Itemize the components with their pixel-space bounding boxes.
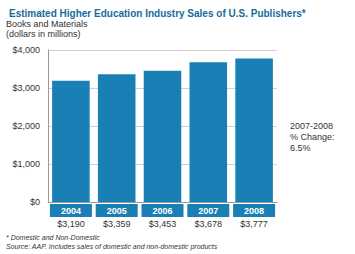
svg-text:6.5%: 6.5%	[290, 143, 311, 153]
svg-text:$2,000: $2,000	[12, 121, 40, 131]
svg-text:$3,359: $3,359	[103, 219, 131, 229]
svg-text:$3,678: $3,678	[195, 219, 223, 229]
svg-text:* Domestic and Non-Domestic: * Domestic and Non-Domestic	[6, 234, 100, 241]
svg-text:$0: $0	[30, 197, 40, 207]
svg-text:$4,000: $4,000	[12, 45, 40, 55]
svg-text:% Change:: % Change:	[290, 132, 335, 142]
svg-text:$3,453: $3,453	[149, 219, 177, 229]
svg-text:2008: 2008	[244, 206, 264, 216]
svg-text:2006: 2006	[152, 206, 172, 216]
svg-text:Books and Materials: Books and Materials	[6, 19, 88, 29]
svg-text:2004: 2004	[61, 206, 81, 216]
svg-text:$1,000: $1,000	[12, 159, 40, 169]
svg-text:2007-2008: 2007-2008	[290, 121, 333, 131]
svg-text:2005: 2005	[107, 206, 127, 216]
svg-text:$3,777: $3,777	[240, 219, 268, 229]
svg-text:2007: 2007	[198, 206, 218, 216]
svg-text:Estimated Higher Education Ind: Estimated Higher Education Industry Sale…	[9, 8, 306, 19]
svg-text:(dollars in millions): (dollars in millions)	[6, 29, 81, 39]
svg-text:$3,190: $3,190	[57, 219, 85, 229]
svg-text:$3,000: $3,000	[12, 83, 40, 93]
svg-text:Source: AAP. Includes sales of: Source: AAP. Includes sales of domestic …	[6, 243, 218, 251]
